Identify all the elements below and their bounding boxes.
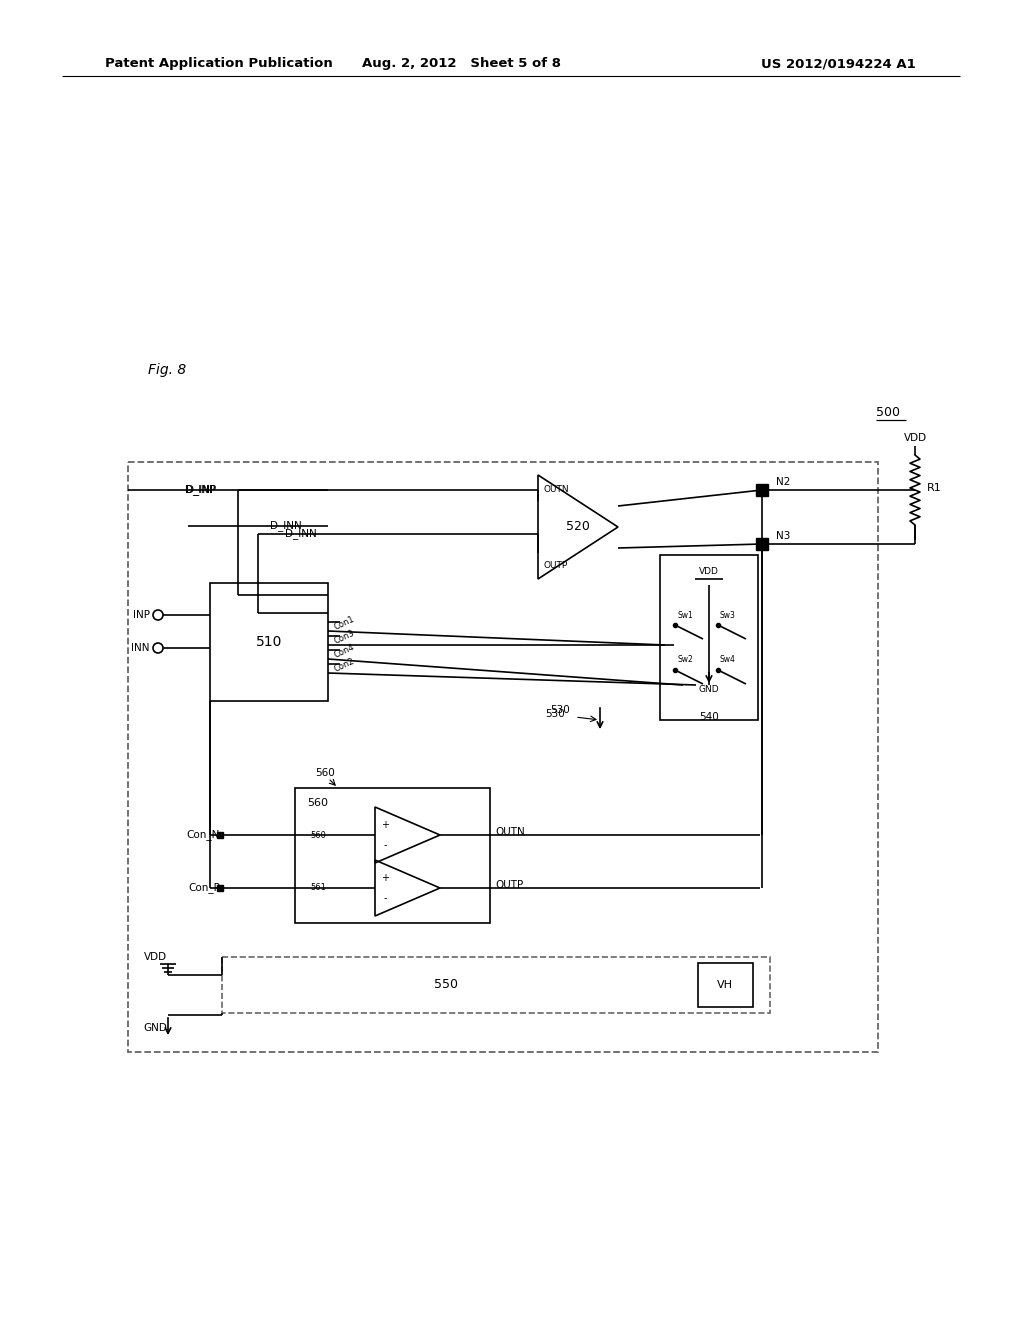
Text: N3: N3 <box>776 531 791 541</box>
Text: OUTN: OUTN <box>495 828 524 837</box>
Text: Patent Application Publication: Patent Application Publication <box>105 58 333 70</box>
Bar <box>222 957 770 1012</box>
Text: 560: 560 <box>315 768 335 777</box>
Bar <box>128 462 878 1052</box>
Text: D_INN: D_INN <box>285 528 316 540</box>
Text: 530: 530 <box>545 709 565 719</box>
Text: VH: VH <box>717 979 733 990</box>
Text: D_INP: D_INP <box>186 484 216 495</box>
Text: Con3: Con3 <box>333 628 356 645</box>
Bar <box>295 788 490 923</box>
Text: Con2: Con2 <box>333 656 356 673</box>
Bar <box>660 554 758 719</box>
Bar <box>698 964 753 1007</box>
Text: -: - <box>383 840 387 850</box>
Text: VDD: VDD <box>143 952 167 962</box>
Text: Con_N: Con_N <box>186 829 220 841</box>
Text: GND: GND <box>143 1023 167 1034</box>
Text: +: + <box>381 873 389 883</box>
Text: Aug. 2, 2012   Sheet 5 of 8: Aug. 2, 2012 Sheet 5 of 8 <box>362 58 561 70</box>
Text: INN: INN <box>131 643 150 653</box>
Text: Sw2: Sw2 <box>677 656 693 664</box>
Text: Sw4: Sw4 <box>720 656 736 664</box>
Text: 510: 510 <box>256 635 283 649</box>
Text: OUTN: OUTN <box>543 484 568 494</box>
Text: 540: 540 <box>699 711 719 722</box>
Text: 500: 500 <box>876 407 900 420</box>
Text: 550: 550 <box>434 978 458 991</box>
Text: OUTP: OUTP <box>543 561 567 569</box>
Text: -: - <box>383 894 387 903</box>
Text: 561: 561 <box>310 883 326 892</box>
Text: D_INP: D_INP <box>185 484 215 495</box>
Text: VDD: VDD <box>699 568 719 577</box>
Text: US 2012/0194224 A1: US 2012/0194224 A1 <box>761 58 916 70</box>
Text: INP: INP <box>133 610 150 620</box>
Text: Sw1: Sw1 <box>677 610 693 619</box>
Text: Fig. 8: Fig. 8 <box>148 363 186 378</box>
Bar <box>210 583 328 701</box>
Text: Con_P: Con_P <box>188 883 220 894</box>
Text: OUTP: OUTP <box>495 880 523 890</box>
Text: VDD: VDD <box>903 433 927 444</box>
Text: D_INN: D_INN <box>270 520 302 532</box>
Text: N2: N2 <box>776 477 791 487</box>
Text: 530: 530 <box>550 705 570 715</box>
Text: +: + <box>381 820 389 830</box>
Text: Sw3: Sw3 <box>720 610 736 619</box>
Text: Con4: Con4 <box>333 643 356 660</box>
Text: R1: R1 <box>927 483 942 492</box>
Text: GND: GND <box>698 685 719 694</box>
Text: 520: 520 <box>566 520 590 533</box>
Text: Con1: Con1 <box>333 614 356 632</box>
Text: 560: 560 <box>310 830 326 840</box>
Text: 560: 560 <box>307 799 328 808</box>
